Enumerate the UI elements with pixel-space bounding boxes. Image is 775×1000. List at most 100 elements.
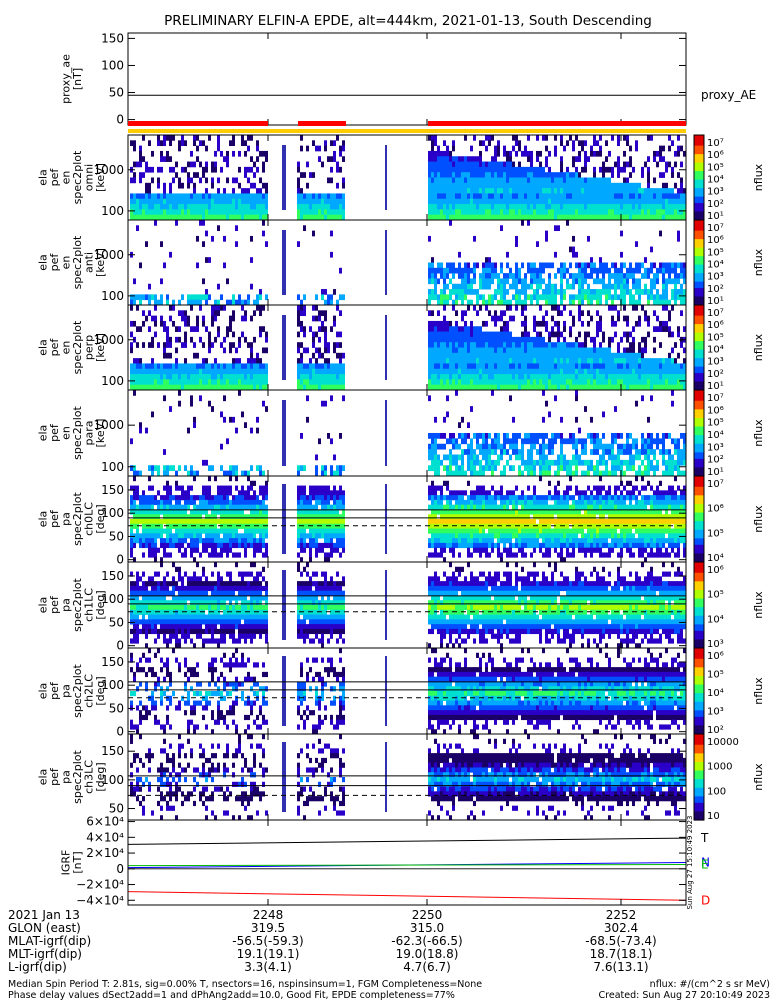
spectrogram-cell [187,209,190,216]
pa-spectrogram-cell [220,499,223,506]
spectrogram-cell [208,294,211,301]
spectrogram-cell [566,198,569,205]
spectrogram-cell [566,188,569,194]
spectrogram-cell [297,358,300,364]
spectrogram-cell [647,273,650,279]
spectrogram-cell [515,299,518,306]
spectrogram-cell [494,374,497,380]
spectrogram-cell [300,326,303,332]
spectrogram-cell [175,363,178,370]
spectrogram-cell [506,161,509,168]
colorbar-segment [694,411,704,415]
spectrogram-cell [632,299,635,306]
spectrogram-cell [614,470,617,477]
spectrogram-cell [578,182,581,189]
spectrogram-cell [569,368,572,375]
spectrogram-cell [596,433,599,439]
spectrogram-cell [470,331,473,338]
spectrogram-cell [169,251,172,258]
plot-title: PRELIMINARY ELFIN-A EPDE, alt=444km, 202… [164,13,652,29]
spectrogram-cell [461,294,464,301]
pa-spectrogram-cell [184,509,187,515]
pa-spectrogram-cell [190,499,193,506]
spectrogram-cell [333,214,336,221]
spectrogram-cell [256,188,259,194]
spectrogram-cell [641,204,644,210]
spectrogram-cell [590,299,593,306]
pa-spectrogram-cell [148,547,151,553]
spectrogram-cell [554,358,557,364]
spectrogram-sliver [385,315,387,380]
spectrogram-cell [467,204,470,210]
spectrogram-cell [515,193,518,200]
pa-spectrogram-cell [178,523,181,529]
spectrogram-cell [572,172,575,178]
pa-spectrogram-cell [151,499,154,506]
spectrogram-cell [211,182,214,189]
spectrogram-cell [187,384,190,391]
spectrogram-cell [566,214,569,221]
spectrogram-cell [262,182,265,189]
spectrogram-cell [653,177,656,184]
spectrogram-cell [581,145,584,152]
spectrogram-cell [458,294,461,301]
spectrogram-cell [214,193,217,200]
spectrogram-cell [464,209,467,216]
colorbar-segment [694,435,704,438]
spectrogram-cell [446,145,449,152]
spectrogram-cell [548,198,551,205]
spectrogram-cell [157,198,160,205]
spectrogram-cell [217,204,220,210]
spectrogram-cell [431,336,434,343]
spectrogram-cell [539,331,542,338]
pa-spectrogram-cell [169,504,172,510]
spectrogram-cell [536,204,539,210]
spectrogram-cell [226,204,229,210]
spectrogram-cell [551,283,554,290]
spectrogram-cell [226,379,229,386]
spectrogram-cell [515,188,518,194]
spectrogram-cell [641,379,644,386]
spectrogram-cell [303,214,306,221]
spectrogram-cell [515,368,518,375]
spectrogram-cell [449,209,452,216]
spectrogram-cell [229,299,232,306]
spectrogram-cell [512,294,515,301]
pa-spectrogram-cell [193,557,196,563]
spectrogram-cell [446,470,449,477]
pa-spectrogram-cell [166,523,169,529]
spectrogram-cell [599,454,602,461]
spectrogram-cell [572,299,575,306]
spectrogram-cell [563,352,566,359]
pa-spectrogram-cell [187,490,190,496]
spectrogram-cell [491,390,494,396]
spectrogram-cell [449,289,452,295]
spectrogram-cell [509,454,512,461]
pa-spectrogram-cell [217,504,220,510]
spectrogram-cell [506,156,509,162]
colorbar-segment [694,396,704,400]
spectrogram-cell [491,336,494,343]
spectrogram-cell [524,299,527,306]
spectrogram-cell [324,384,327,391]
spectrogram-cell [665,320,668,327]
spectrogram-cell [554,198,557,205]
spectrogram-cell [650,368,653,375]
spectrogram-cell [647,433,650,439]
spectrogram-cell [620,336,623,343]
spectrogram-cell [428,433,431,439]
spectrogram-cell [659,294,662,301]
pa-spectrogram-cell [211,504,214,510]
spectrogram-cell [428,198,431,205]
spectrogram-cell [482,374,485,380]
spectrogram-cell [202,374,205,380]
spectrogram-cell [635,363,638,370]
spectrogram-cell [175,193,178,200]
spectrogram-cell [617,384,620,391]
spectrogram-cell [208,379,211,386]
spectrogram-cell [327,347,330,354]
pa-spectrogram-cell [133,523,136,529]
spectrogram-cell [578,352,581,359]
spectrogram-cell [464,172,467,178]
pa-spectrogram-cell [220,509,223,515]
